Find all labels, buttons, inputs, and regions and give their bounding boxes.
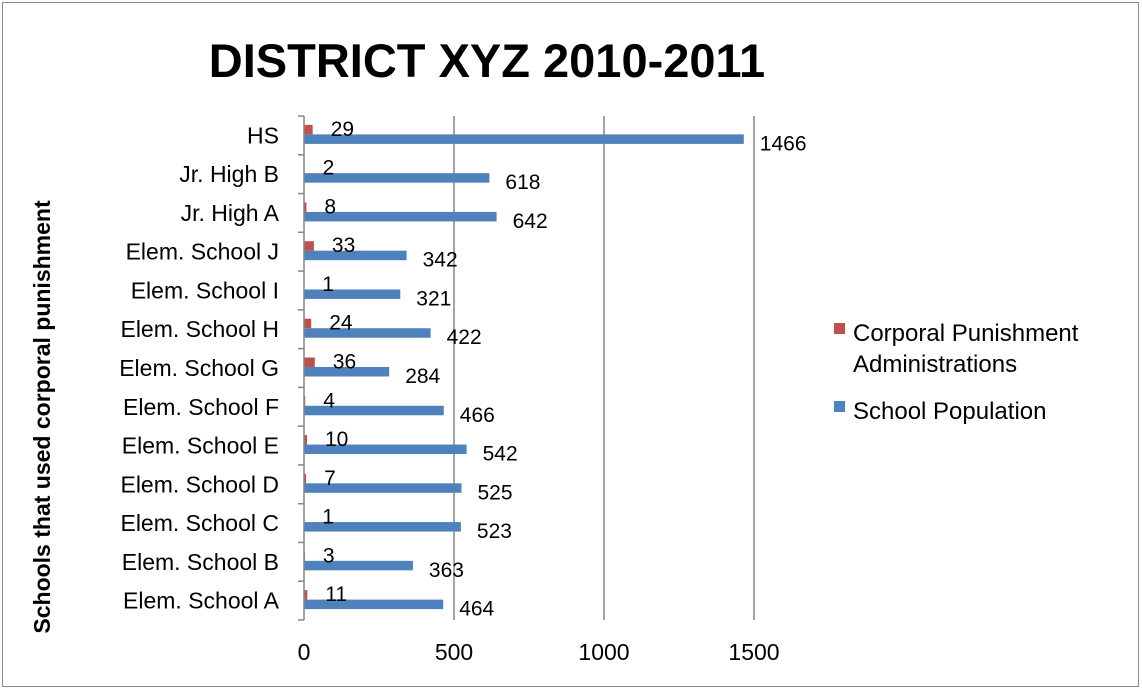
legend-label: School Population bbox=[853, 398, 1046, 425]
data-label-school-population: 464 bbox=[459, 598, 494, 621]
category-label: Elem. School B bbox=[122, 549, 279, 575]
data-labels: 29 1466 2 618 8 642 33 342 1 321 24 422 36 284 4 466 10 5… bbox=[322, 118, 806, 621]
data-label-school-population: 422 bbox=[447, 326, 482, 349]
data-label-school-population: 542 bbox=[483, 443, 518, 466]
y-axis-label: Schools that used corporal punishment bbox=[29, 200, 55, 634]
data-label-corporal-punishment: 11 bbox=[325, 583, 347, 606]
data-label-school-population: 1466 bbox=[760, 132, 807, 155]
bar-school-population bbox=[304, 328, 431, 338]
data-label-corporal-punishment: 1 bbox=[322, 506, 334, 529]
bar-school-population bbox=[304, 289, 401, 299]
bar-corporal-punishment bbox=[304, 473, 307, 484]
bar-corporal-punishment bbox=[304, 241, 314, 251]
bar-school-population bbox=[304, 367, 390, 377]
bar-corporal-punishment bbox=[304, 124, 313, 135]
data-label-school-population: 618 bbox=[505, 171, 540, 194]
data-label-corporal-punishment: 1 bbox=[322, 273, 334, 296]
legend: Corporal Punishment Administrations School… bbox=[834, 320, 1079, 425]
category-label: Elem. School C bbox=[120, 510, 279, 536]
data-label-corporal-punishment: 4 bbox=[323, 389, 335, 412]
category-label: Elem. School E bbox=[122, 433, 279, 459]
x-tick-label: 500 bbox=[435, 639, 473, 665]
data-label-corporal-punishment: 8 bbox=[324, 195, 336, 218]
data-label-corporal-punishment: 29 bbox=[331, 118, 354, 141]
category-label: Elem. School D bbox=[120, 471, 279, 497]
axes: 0 500 1000 1500 HS Jr. High B Jr. High A Elem. … bbox=[119, 115, 780, 665]
bar-corporal-punishment bbox=[304, 590, 308, 600]
bar-school-population bbox=[304, 560, 413, 571]
category-label: Elem. School H bbox=[120, 316, 279, 342]
grid-lines bbox=[453, 116, 755, 620]
bar-school-population bbox=[304, 405, 444, 416]
data-label-school-population: 363 bbox=[429, 559, 464, 582]
data-label-school-population: 321 bbox=[416, 287, 451, 310]
legend-label: Corporal Punishment bbox=[853, 320, 1079, 347]
data-label-school-population: 284 bbox=[405, 365, 440, 388]
bar-school-population bbox=[304, 211, 497, 222]
bar-corporal-punishment bbox=[304, 357, 315, 367]
data-label-corporal-punishment: 3 bbox=[323, 544, 335, 567]
data-label-corporal-punishment: 36 bbox=[333, 351, 356, 374]
category-label: HS bbox=[247, 122, 279, 148]
bars bbox=[304, 124, 744, 610]
data-label-corporal-punishment: 2 bbox=[323, 157, 335, 180]
data-label-school-population: 525 bbox=[478, 481, 513, 504]
category-label: Jr. High A bbox=[181, 200, 280, 226]
category-label: Elem. School I bbox=[131, 277, 279, 303]
bar-corporal-punishment bbox=[304, 318, 312, 329]
legend-swatch bbox=[834, 323, 845, 334]
data-label-corporal-punishment: 33 bbox=[332, 234, 355, 257]
bar-school-population bbox=[304, 483, 462, 493]
bar-school-population bbox=[304, 134, 744, 144]
bar-corporal-punishment bbox=[304, 435, 307, 445]
category-label: Elem. School F bbox=[123, 394, 279, 420]
category-label: Elem. School J bbox=[126, 239, 279, 265]
data-label-corporal-punishment: 10 bbox=[325, 428, 348, 451]
data-label-corporal-punishment: 24 bbox=[329, 312, 353, 335]
bar-school-population bbox=[304, 173, 490, 183]
x-tick-label: 1500 bbox=[728, 639, 779, 665]
bar-school-population bbox=[304, 522, 461, 532]
bar-corporal-punishment bbox=[304, 202, 307, 212]
bar-school-population bbox=[304, 250, 407, 261]
legend-label: Administrations bbox=[853, 351, 1017, 378]
data-label-school-population: 342 bbox=[423, 249, 458, 272]
data-label-corporal-punishment: 7 bbox=[324, 467, 336, 490]
category-label: Elem. School G bbox=[119, 355, 279, 381]
legend-swatch bbox=[834, 401, 845, 412]
data-label-school-population: 642 bbox=[513, 210, 548, 233]
data-label-school-population: 466 bbox=[460, 404, 495, 427]
category-label: Jr. High B bbox=[179, 161, 279, 187]
x-tick-label: 0 bbox=[298, 639, 311, 665]
category-label: Elem. School A bbox=[123, 588, 280, 614]
bar-school-population bbox=[304, 599, 444, 610]
bar-school-population bbox=[304, 444, 467, 455]
x-tick-label: 1000 bbox=[578, 639, 629, 665]
data-label-school-population: 523 bbox=[477, 520, 512, 543]
chart-title: DISTRICT XYZ 2010-2011 bbox=[209, 34, 765, 87]
